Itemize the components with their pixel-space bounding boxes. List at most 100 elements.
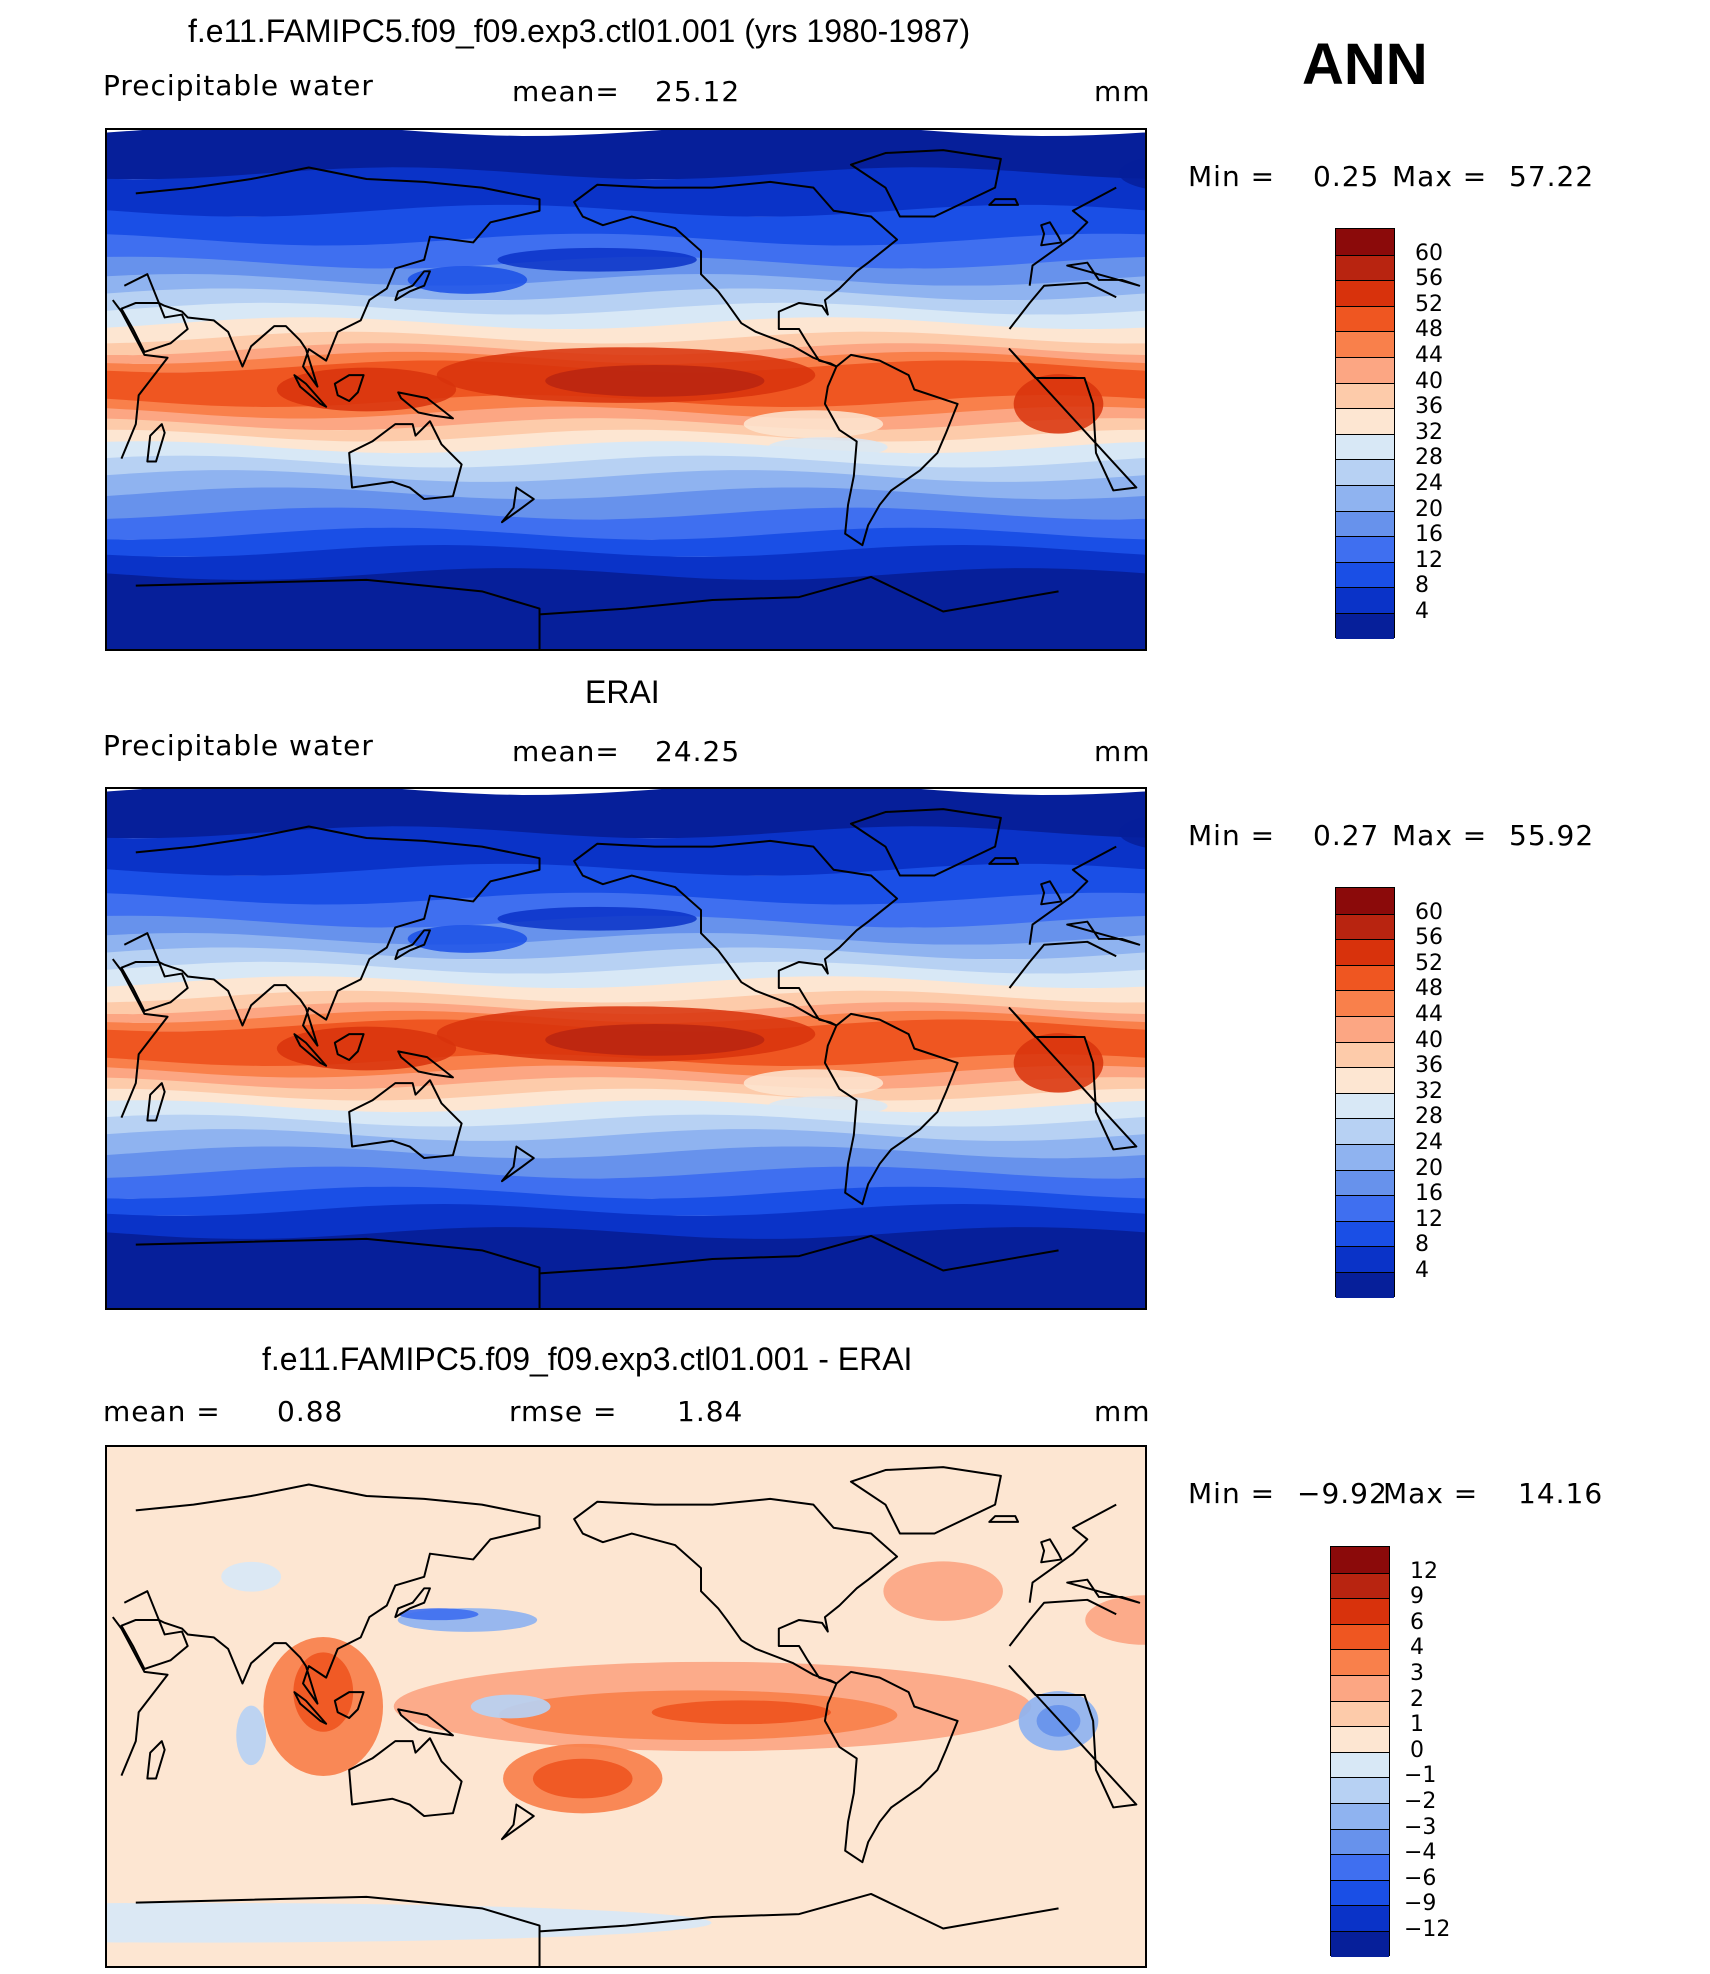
colorbar-swatch (1336, 1041, 1394, 1068)
coastline-eurasia (123, 1483, 1141, 1705)
coastline-nz (500, 1803, 535, 1841)
field-band (107, 204, 1145, 246)
coastline-japan (394, 270, 431, 302)
colorbar-tick-label: 52 (1415, 950, 1443, 976)
coastline-japan (394, 1587, 431, 1619)
colorbar-swatch (1331, 1675, 1389, 1701)
min-value: −9.92 (1297, 1477, 1388, 1510)
colorbar-swatch (1336, 433, 1394, 460)
coastline-iceland (988, 857, 1020, 865)
coastline-namerica (573, 839, 899, 1027)
colorbar-tick-label: 16 (1415, 522, 1443, 548)
map-model (105, 128, 1147, 651)
colorbar-swatch (1331, 1572, 1389, 1599)
coastline-australia (348, 420, 463, 501)
colorbar-swatch (1336, 1067, 1394, 1093)
colorbar-swatch (1336, 913, 1394, 940)
field-contour (768, 437, 888, 458)
max-value: 55.92 (1509, 819, 1595, 852)
rmse-label: rmse = (509, 1395, 618, 1428)
coastline-greenland (849, 149, 1002, 218)
field-band (107, 915, 1145, 945)
colorbar-swatch (1336, 1272, 1394, 1298)
colorbar-swatch (1336, 280, 1394, 306)
colorbar-tick-label: 16 (1415, 1181, 1443, 1207)
colorbar-swatch (1336, 1195, 1394, 1221)
field-band (107, 273, 1145, 301)
colorbar-tick-label: 48 (1415, 317, 1443, 343)
colorbar-tick-label: 60 (1415, 899, 1443, 925)
colorbar-tick-label: −3 (1404, 1814, 1437, 1840)
field-contour (221, 1561, 282, 1592)
coastline-antarctica (135, 1234, 1059, 1308)
min-label: Min = (1188, 1477, 1276, 1510)
min-label: Min = (1188, 160, 1276, 193)
variable-label: Precipitable water (103, 69, 374, 102)
coastline-australia (348, 1737, 463, 1818)
coastline-sumatra (293, 1691, 328, 1725)
max-value: 57.22 (1509, 160, 1595, 193)
field-contour (743, 1069, 884, 1097)
colorbar-swatch (1336, 1169, 1394, 1196)
mean-label: mean= (512, 75, 620, 108)
field-contour (407, 925, 528, 953)
field-band (107, 395, 1145, 419)
coastline-borneo (333, 1033, 365, 1062)
coastline-nz (500, 1145, 535, 1183)
colorbar-swatch (1331, 1777, 1389, 1803)
coastline-antarctica (135, 575, 1059, 649)
colorbar-swatch (1336, 1016, 1394, 1042)
colorbar-swatch (1336, 1246, 1394, 1272)
colorbar-tick-label: 24 (1415, 1130, 1443, 1155)
coastline-uk (1040, 1538, 1063, 1564)
field-contour (407, 266, 528, 294)
coastline-arabia (120, 1618, 189, 1670)
colorbar-swatch (1331, 1879, 1389, 1906)
colorbar-swatch (1336, 254, 1394, 281)
colorbar-swatch (1336, 229, 1394, 255)
min-label: Min = (1188, 819, 1276, 852)
field-contour (1085, 1595, 1145, 1645)
colorbar-box (1335, 887, 1395, 1298)
coastline-eurasia (123, 825, 1141, 1047)
field-contour (532, 1758, 633, 1799)
coastline-newguinea (397, 1708, 454, 1737)
colorbar-swatch (1331, 1547, 1389, 1573)
colorbar-tick-label: 28 (1415, 445, 1443, 471)
field-contour (883, 1561, 1003, 1621)
coastline-madagascar (146, 423, 166, 463)
colorbar-tick-label: 32 (1415, 419, 1443, 445)
colorbar-swatch (1336, 990, 1394, 1016)
coastline-japan (394, 929, 431, 961)
map-canvas (107, 1447, 1145, 1966)
colorbar-tick-label: 12 (1415, 1206, 1443, 1232)
colorbar-swatch (1336, 587, 1394, 613)
field-contour (545, 364, 765, 397)
colorbar-tick-label: 3 (1410, 1661, 1424, 1686)
colorbar-tick-label: −1 (1404, 1763, 1437, 1789)
colorbar-tick-label: 36 (1415, 394, 1443, 420)
field-contour (398, 1608, 479, 1621)
colorbar-tick-label: 48 (1415, 976, 1443, 1002)
colorbar-swatch (1336, 357, 1394, 383)
colorbar-tick-label: 20 (1415, 1155, 1443, 1181)
colorbar-box (1335, 228, 1395, 639)
colorbar-tick-label: 0 (1410, 1737, 1424, 1763)
colorbar-tick-label: 20 (1415, 496, 1443, 522)
colorbar-swatch (1331, 1803, 1389, 1829)
field-contour (743, 410, 884, 438)
max-label: Max = (1392, 819, 1488, 852)
colorbar-tick-label: 44 (1415, 343, 1443, 368)
colorbar-swatch (1336, 459, 1394, 485)
colorbar-swatch (1336, 331, 1394, 357)
colorbar-tick-label: 56 (1415, 925, 1443, 951)
season-label: ANN (1302, 32, 1428, 97)
coastline-iceland (988, 1515, 1020, 1523)
colorbar-swatch (1331, 1726, 1389, 1752)
field-band (107, 1204, 1145, 1240)
field-band (107, 545, 1145, 581)
coastline-samerica (823, 1670, 959, 1864)
coastline-samerica (823, 353, 959, 547)
colorbar-swatch (1336, 939, 1394, 965)
coastline-sumatra (293, 1033, 328, 1067)
